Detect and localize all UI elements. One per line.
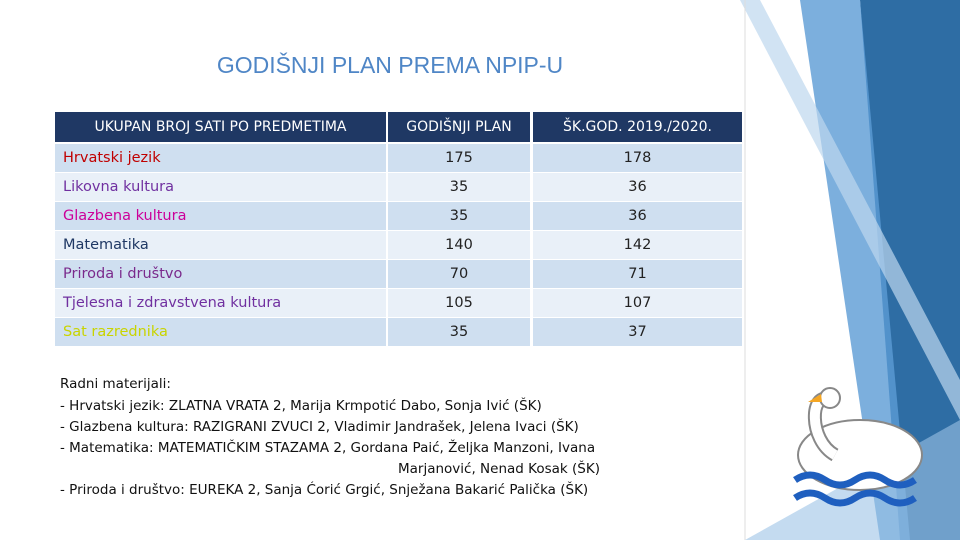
number-cell: 36 — [533, 202, 742, 230]
materials-line: Marjanović, Nenad Kosak (ŠK) — [398, 461, 600, 477]
number-cell: 107 — [533, 289, 742, 317]
materials-line: - Priroda i društvo: EUREKA 2, Sanja Ćor… — [60, 482, 589, 498]
materials-line: - Glazbena kultura: RAZIGRANI ZVUCI 2, V… — [60, 419, 579, 435]
materials-heading: Radni materijali: — [60, 376, 171, 392]
subject-cell: Glazbena kultura — [55, 202, 386, 230]
header-cell: UKUPAN BROJ SATI PO PREDMETIMA — [55, 112, 386, 142]
number-cell: 105 — [388, 289, 530, 317]
subject-cell: Hrvatski jezik — [55, 144, 386, 172]
number-cell: 35 — [388, 202, 530, 230]
subject-cell: Likovna kultura — [55, 173, 386, 201]
number-cell: 178 — [533, 144, 742, 172]
number-cell: 37 — [533, 318, 742, 346]
materials-line: - Matematika: MATEMATIČKIM STAZAMA 2, Go… — [60, 440, 596, 456]
subject-cell: Matematika — [55, 231, 386, 259]
number-cell: 140 — [388, 231, 530, 259]
number-cell: 175 — [388, 144, 530, 172]
subject-cell: Priroda i društvo — [55, 260, 386, 288]
number-cell: 142 — [533, 231, 742, 259]
number-cell: 70 — [388, 260, 530, 288]
number-cell: 35 — [388, 173, 530, 201]
number-cell: 71 — [533, 260, 742, 288]
number-cell: 36 — [533, 173, 742, 201]
number-cell: 35 — [388, 318, 530, 346]
materials-line: - Hrvatski jezik: ZLATNA VRATA 2, Marija… — [60, 398, 542, 414]
subject-cell: Tjelesna i zdravstvena kultura — [55, 289, 386, 317]
header-cell: GODIŠNJI PLAN — [388, 112, 530, 142]
slide-title: GODIŠNJI PLAN PREMA NPIP-U — [216, 52, 564, 78]
header-cell: ŠK.GOD. 2019./2020. — [533, 112, 742, 142]
subject-cell: Sat razrednika — [55, 318, 386, 346]
swan-icon — [793, 387, 923, 507]
